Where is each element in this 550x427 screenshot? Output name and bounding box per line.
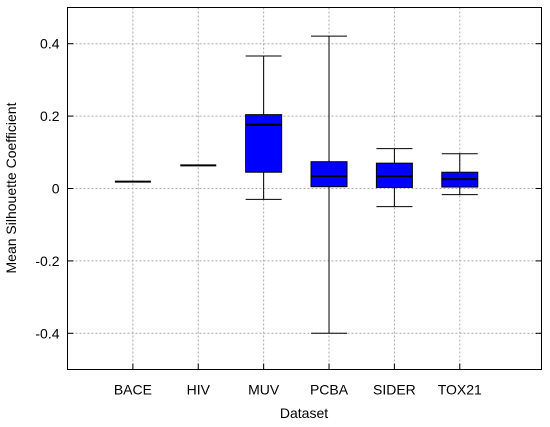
box-pcba	[310, 35, 348, 334]
x-tick-label: HIV	[187, 382, 211, 398]
y-axis-title: Mean Silhouette Coefficient	[3, 102, 19, 273]
y-tick-label: 0.4	[40, 36, 60, 52]
x-tick-label: MUV	[248, 382, 280, 398]
x-tick-label: BACE	[114, 382, 152, 398]
x-tick-label: TOX21	[438, 382, 482, 398]
y-tick-label: 0.2	[40, 108, 60, 124]
x-axis-title: Dataset	[280, 405, 328, 421]
grid-lines	[67, 7, 542, 370]
x-tick-label: SIDER	[373, 382, 416, 398]
y-tick-label: -0.2	[35, 253, 59, 269]
boxes-layer	[114, 35, 479, 334]
x-tick-labels: BACE HIV MUV PCBA SIDER TOX21	[114, 363, 482, 398]
iqr-box	[245, 114, 283, 173]
y-tick-labels: 0.4 0.2 0 -0.2 -0.4	[35, 36, 542, 341]
box-muv	[245, 55, 283, 200]
y-tick-label: -0.4	[35, 325, 59, 341]
y-tick-label: 0	[52, 181, 60, 197]
box-tox21	[441, 153, 479, 196]
box-sider	[375, 148, 413, 208]
x-tick-label: PCBA	[310, 382, 349, 398]
iqr-box	[310, 161, 348, 188]
